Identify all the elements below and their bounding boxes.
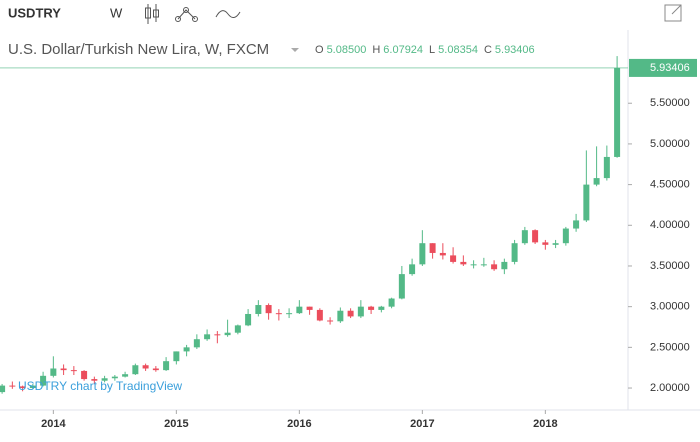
candle-body [265, 305, 272, 314]
candle-body [275, 313, 282, 315]
candle-body [111, 376, 118, 379]
candle-body [142, 365, 149, 369]
candle-body [511, 243, 518, 262]
candle-body [583, 184, 590, 221]
candle-body [173, 351, 180, 362]
chart-title: U.S. Dollar/Turkish New Lira, W, FXCM [8, 41, 269, 58]
candle-body [480, 264, 487, 266]
symbol[interactable]: USDTRY [8, 5, 61, 20]
candle-body [255, 305, 262, 314]
x-tick-label: 2014 [41, 418, 66, 430]
readout-label: C [484, 44, 492, 56]
candle-body [460, 261, 467, 265]
candle-body [491, 264, 498, 270]
y-tick-label: 5.50000 [650, 97, 690, 109]
popout-icon[interactable] [664, 4, 682, 22]
candle-body [316, 309, 323, 321]
candle-body [60, 368, 67, 371]
readout-label: H [372, 44, 380, 56]
candle-body [0, 385, 6, 393]
x-tick-label: 2017 [410, 418, 434, 430]
candle-body [388, 298, 395, 307]
readout-value: 5.93406 [495, 44, 535, 56]
candle-body [296, 306, 303, 314]
y-tick-label: 4.00000 [650, 219, 690, 231]
candle-body [614, 67, 621, 157]
candle-body [378, 306, 385, 310]
candle-body [603, 156, 610, 179]
candle-body [9, 385, 16, 387]
candle-body [409, 264, 416, 275]
last-price-label: 5.93406 [650, 62, 690, 74]
candle-body [542, 242, 549, 245]
candle-body [521, 230, 528, 244]
readout-value: 6.07924 [383, 44, 423, 56]
candle-body [29, 385, 36, 389]
candle-body [224, 332, 231, 336]
compare-icon[interactable] [215, 10, 241, 18]
candle-body [101, 378, 108, 381]
x-tick-label: 2016 [287, 418, 311, 430]
candle-body [439, 252, 446, 256]
y-tick-label: 5.00000 [650, 138, 690, 150]
candle-body [593, 178, 600, 185]
candle-body [183, 347, 190, 352]
y-tick-label: 4.50000 [650, 179, 690, 191]
candle-body [122, 374, 129, 377]
candle-body [429, 243, 436, 253]
candle-body [193, 339, 200, 348]
candle-body [470, 264, 477, 266]
candle-body [501, 261, 508, 270]
candle-body [552, 243, 559, 245]
indicators-icon[interactable] [175, 7, 198, 22]
interval[interactable]: W [110, 5, 123, 20]
candle-body [337, 310, 344, 322]
candle-body [163, 361, 170, 371]
candle-body [573, 220, 580, 229]
candle-body [306, 306, 313, 310]
candles-icon[interactable] [145, 4, 159, 24]
x-tick-label: 2015 [164, 418, 188, 430]
candle-body [286, 313, 293, 315]
candle-body [347, 310, 354, 317]
candle-body [214, 334, 221, 336]
readout-label: O [315, 44, 324, 56]
y-tick-label: 3.00000 [650, 301, 690, 313]
title-caret[interactable] [291, 48, 299, 52]
candle-body [132, 365, 139, 375]
candle-body [450, 255, 457, 262]
candle-body [532, 230, 539, 243]
y-tick-label: 3.50000 [650, 260, 690, 272]
candle-body [40, 375, 47, 386]
candle-body [70, 370, 77, 372]
y-tick-label: 2.00000 [650, 382, 690, 394]
readout-label: L [429, 44, 435, 56]
readout-value: 5.08500 [327, 44, 367, 56]
candle-body [152, 368, 159, 371]
candle-body [245, 313, 252, 326]
candle-body [357, 306, 364, 317]
candle-body [50, 368, 57, 376]
candle-body [204, 334, 211, 340]
candle-body [81, 370, 88, 380]
candle-body [562, 228, 569, 244]
y-tick-label: 2.50000 [650, 341, 690, 353]
candle-body [91, 379, 98, 381]
candle-body [398, 274, 405, 299]
readout-value: 5.08354 [438, 44, 478, 56]
candle-body [327, 320, 334, 322]
last-price-tag [629, 58, 697, 77]
candle-body [368, 306, 375, 310]
x-tick-label: 2018 [533, 418, 557, 430]
candle-body [419, 243, 426, 265]
candle-body [19, 386, 26, 389]
watermark[interactable]: USDTRY chart by TradingView [18, 379, 182, 393]
candle-body [234, 325, 241, 333]
